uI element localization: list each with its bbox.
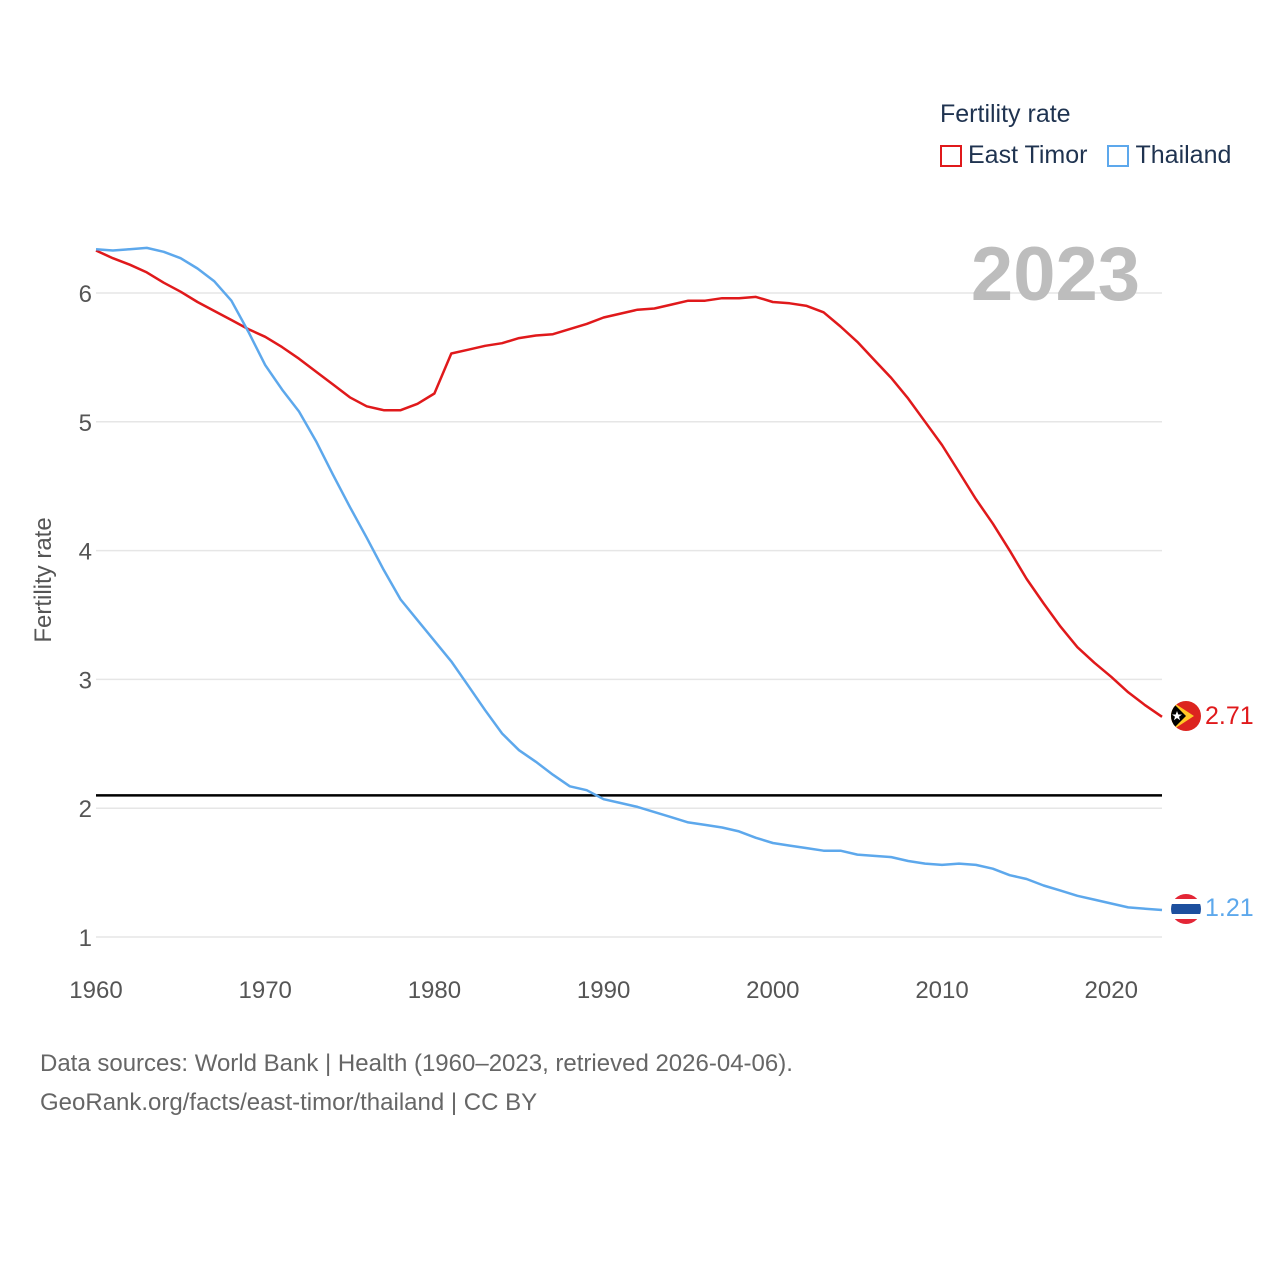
series-line-thailand[interactable] [95, 246, 1163, 912]
thailand-end-value: 1.21 [1205, 894, 1254, 922]
year-label: 2023 [971, 232, 1140, 317]
thailand-swatch-icon [1107, 144, 1130, 167]
y-tick-5: 5 [79, 410, 92, 437]
y-tick-labels: 1 2 3 4 5 6 [79, 281, 92, 952]
legend-items: East Timor Thailand [940, 141, 1231, 170]
y-tick-1: 1 [79, 925, 92, 952]
legend-label-east-timor: East Timor [968, 141, 1088, 169]
series-layer [95, 246, 1163, 912]
y-tick-4: 4 [79, 539, 92, 566]
y-tick-2: 2 [79, 796, 92, 823]
x-tick-2000: 2000 [746, 977, 799, 1004]
legend-label-thailand: Thailand [1135, 141, 1232, 169]
east-timor-flag-icon [1171, 701, 1201, 731]
y-axis-label: Fertility rate [30, 517, 57, 642]
legend: Fertility rate East Timor Thailand [940, 100, 1231, 170]
data-sources: Data sources: World Bank | Health (1960–… [40, 1050, 793, 1077]
series-line-east-timor[interactable] [95, 249, 1163, 718]
east-timor-swatch-icon [940, 144, 962, 167]
y-tick-3: 3 [79, 667, 92, 694]
x-tick-2020: 2020 [1085, 977, 1138, 1004]
thailand-flag-icon [1171, 894, 1201, 924]
x-tick-1970: 1970 [239, 977, 292, 1004]
footer: Data sources: World Bank | Health (1960–… [40, 1044, 793, 1122]
legend-item-thailand[interactable]: Thailand [1107, 141, 1231, 170]
east-timor-end-value: 2.71 [1205, 702, 1254, 730]
y-tick-6: 6 [79, 281, 92, 308]
x-tick-1980: 1980 [408, 977, 461, 1004]
x-tick-1990: 1990 [577, 977, 630, 1004]
x-tick-labels: 1960 1970 1980 1990 2000 2010 2020 [69, 977, 1138, 1004]
grid-layer [96, 292, 1162, 938]
source-link[interactable]: GeoRank.org/facts/east-timor/thailand | … [40, 1089, 538, 1116]
end-markers: 2.71 1.21 [1171, 701, 1254, 924]
x-tick-1960: 1960 [69, 977, 122, 1004]
legend-title: Fertility rate [940, 100, 1071, 128]
legend-item-east-timor[interactable]: East Timor [940, 141, 1087, 170]
x-tick-2010: 2010 [915, 977, 968, 1004]
